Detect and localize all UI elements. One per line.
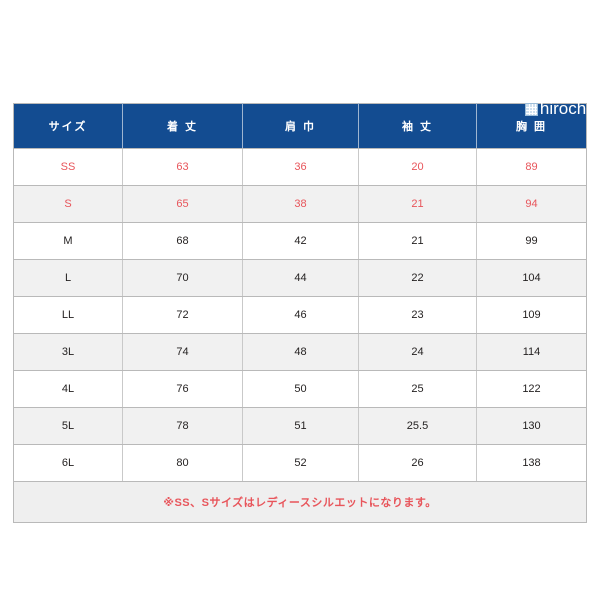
cell-chest: 99 <box>476 222 587 260</box>
column-header-sleeve: 袖 丈 <box>358 103 477 149</box>
column-header-chest: 胸 囲 <box>476 103 587 149</box>
cell-shoulder: 46 <box>242 296 359 334</box>
cell-sleeve: 22 <box>358 259 477 297</box>
cell-sleeve: 21 <box>358 185 477 223</box>
cell-sleeve: 23 <box>358 296 477 334</box>
cell-length: 80 <box>122 444 243 482</box>
table-row: M 68 42 21 99 <box>13 222 587 260</box>
cell-size: 6L <box>13 444 123 482</box>
cell-size: 3L <box>13 333 123 371</box>
cell-length: 68 <box>122 222 243 260</box>
cell-size: M <box>13 222 123 260</box>
size-note: ※SS、Sサイズはレディースシルエットになります。 <box>13 481 587 523</box>
cell-shoulder: 42 <box>242 222 359 260</box>
column-header-size: サイズ <box>13 103 123 149</box>
cell-length: 72 <box>122 296 243 334</box>
table-row: SS 63 36 20 89 <box>13 148 587 186</box>
table-body: SS 63 36 20 89 S 65 38 21 94 M 68 42 21 … <box>13 148 587 482</box>
cell-chest: 138 <box>476 444 587 482</box>
table-row: LL 72 46 23 109 <box>13 296 587 334</box>
cell-sleeve: 25.5 <box>358 407 477 445</box>
size-chart-container: サイズ 着 丈 肩 巾 袖 丈 胸 囲 SS 63 36 20 89 S 65 … <box>13 103 587 523</box>
footer-row: ※SS、Sサイズはレディースシルエットになります。 <box>13 481 587 523</box>
table-header: サイズ 着 丈 肩 巾 袖 丈 胸 囲 <box>13 103 587 149</box>
cell-size: 5L <box>13 407 123 445</box>
cell-length: 65 <box>122 185 243 223</box>
cell-sleeve: 21 <box>358 222 477 260</box>
cell-length: 74 <box>122 333 243 371</box>
cell-chest: 114 <box>476 333 587 371</box>
cell-shoulder: 38 <box>242 185 359 223</box>
cell-length: 76 <box>122 370 243 408</box>
cell-size: SS <box>13 148 123 186</box>
column-header-shoulder: 肩 巾 <box>242 103 359 149</box>
cell-length: 63 <box>122 148 243 186</box>
cell-chest: 94 <box>476 185 587 223</box>
cell-size: LL <box>13 296 123 334</box>
cell-sleeve: 24 <box>358 333 477 371</box>
cell-size: S <box>13 185 123 223</box>
cell-length: 78 <box>122 407 243 445</box>
cell-chest: 89 <box>476 148 587 186</box>
cell-shoulder: 44 <box>242 259 359 297</box>
column-header-length: 着 丈 <box>122 103 243 149</box>
cell-chest: 130 <box>476 407 587 445</box>
size-chart-table: サイズ 着 丈 肩 巾 袖 丈 胸 囲 SS 63 36 20 89 S 65 … <box>13 103 587 523</box>
cell-sleeve: 26 <box>358 444 477 482</box>
cell-sleeve: 25 <box>358 370 477 408</box>
cell-chest: 122 <box>476 370 587 408</box>
table-row: 6L 80 52 26 138 <box>13 444 587 482</box>
cell-size: L <box>13 259 123 297</box>
table-row: L 70 44 22 104 <box>13 259 587 297</box>
cell-shoulder: 48 <box>242 333 359 371</box>
table-row: 4L 76 50 25 122 <box>13 370 587 408</box>
table-row: 5L 78 51 25.5 130 <box>13 407 587 445</box>
table-row: 3L 74 48 24 114 <box>13 333 587 371</box>
cell-length: 70 <box>122 259 243 297</box>
cell-sleeve: 20 <box>358 148 477 186</box>
cell-size: 4L <box>13 370 123 408</box>
cell-chest: 104 <box>476 259 587 297</box>
cell-shoulder: 51 <box>242 407 359 445</box>
cell-shoulder: 36 <box>242 148 359 186</box>
header-row: サイズ 着 丈 肩 巾 袖 丈 胸 囲 <box>13 103 587 149</box>
cell-shoulder: 52 <box>242 444 359 482</box>
table-footer: ※SS、Sサイズはレディースシルエットになります。 <box>13 481 587 523</box>
cell-chest: 109 <box>476 296 587 334</box>
cell-shoulder: 50 <box>242 370 359 408</box>
table-row: S 65 38 21 94 <box>13 185 587 223</box>
